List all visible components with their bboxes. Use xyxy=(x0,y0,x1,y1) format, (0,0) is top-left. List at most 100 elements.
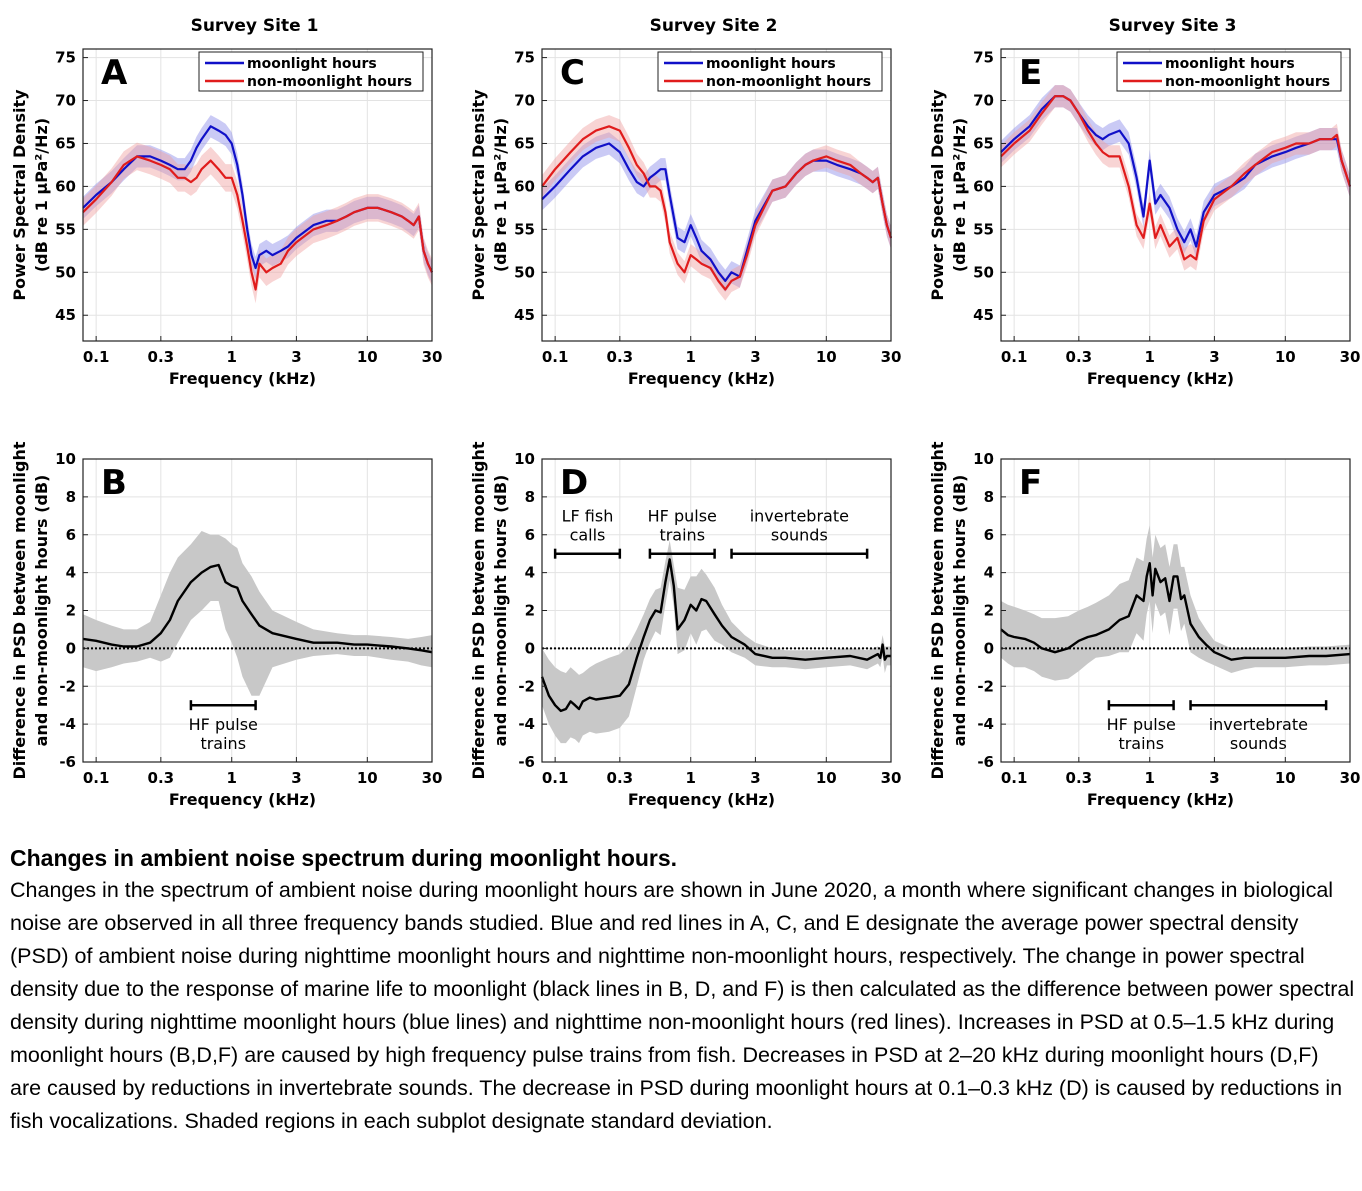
non-moonlight-sd-band xyxy=(542,115,891,301)
x-tick-label: 0.3 xyxy=(607,348,634,366)
y-tick-label: 65 xyxy=(55,134,76,152)
x-axis-label: Frequency (kHz) xyxy=(628,790,775,809)
figure-caption: Changes in ambient noise spectrum during… xyxy=(10,842,1355,1138)
y-tick-label: 50 xyxy=(514,263,535,281)
x-tick-label: 0.1 xyxy=(83,769,110,787)
y-axis-label-line: Power Spectral Density xyxy=(10,89,29,301)
y-axis-label-line: Power Spectral Density xyxy=(928,89,947,301)
x-tick-label: 3 xyxy=(750,769,760,787)
x-axis-label: Frequency (kHz) xyxy=(169,369,316,388)
annotation-label-line: invertebrate xyxy=(1209,715,1308,734)
y-tick-label: 60 xyxy=(514,177,535,195)
band-annotation: HF pulse trains xyxy=(648,507,717,559)
legend-entry: non-moonlight hours xyxy=(1165,74,1330,90)
x-tick-label: 0.1 xyxy=(1001,769,1028,787)
annotation-label-line: LF fish xyxy=(562,507,614,526)
x-tick-label: 10 xyxy=(357,769,378,787)
panel-c: 0.1 0.3 1 3 10 30 45 50 55 60 65 70 75 Frequency (kHz… xyxy=(469,16,901,388)
site-title: Survey Site 2 xyxy=(650,16,778,36)
y-tick-label: 60 xyxy=(55,177,76,195)
y-tick-label: 8 xyxy=(984,488,994,506)
legend-entry: moonlight hours xyxy=(706,56,836,72)
y-tick-label: 65 xyxy=(514,134,535,152)
y-axis-label-line: and non-moonlight hours (dB) xyxy=(950,475,969,747)
x-tick-label: 10 xyxy=(1275,348,1296,366)
panel-label: B xyxy=(101,463,127,503)
y-tick-label: 50 xyxy=(55,263,76,281)
y-tick-label: 55 xyxy=(514,220,535,238)
annotation-label-line: calls xyxy=(570,526,606,545)
band-annotation: invertebrate sounds xyxy=(1189,700,1328,753)
annotation-label-line: sounds xyxy=(771,526,828,545)
plot-frame xyxy=(541,48,892,342)
legend-entry: moonlight hours xyxy=(247,56,377,72)
moonlight-sd-band xyxy=(83,115,432,284)
y-tick-label: 45 xyxy=(973,306,994,324)
y-tick-label: 10 xyxy=(55,450,76,468)
y-tick-label: -2 xyxy=(518,677,535,695)
y-axis-label-line: Difference in PSD between moonlight xyxy=(10,441,29,779)
band-annotation: HF pulse trains xyxy=(189,700,258,753)
legend-box xyxy=(657,51,883,92)
moonlight-line xyxy=(1000,95,1352,248)
annotation-label: invertebrate sounds xyxy=(1209,715,1308,753)
y-tick-label: 6 xyxy=(525,526,535,544)
legend-entry: non-moonlight hours xyxy=(706,74,871,90)
y-tick-label: -6 xyxy=(518,753,535,771)
y-tick-label: 2 xyxy=(984,602,994,620)
y-tick-label: 10 xyxy=(973,450,994,468)
y-tick-label: -2 xyxy=(59,677,76,695)
y-tick-label: -2 xyxy=(977,677,994,695)
legend-box xyxy=(198,51,424,92)
annotation-label: HF pulse trains xyxy=(1107,715,1176,753)
x-tick-label: 3 xyxy=(291,769,301,787)
x-tick-label: 3 xyxy=(1209,769,1219,787)
y-tick-label: 4 xyxy=(984,564,994,582)
x-tick-label: 1 xyxy=(227,348,237,366)
panel-d: 0.1 0.3 1 3 10 30 -6 -4 -2 0 2 4 6 8 10 Frequency (kHz)… xyxy=(469,441,901,809)
y-tick-label: 50 xyxy=(973,263,994,281)
annotation-label: invertebrate sounds xyxy=(750,507,849,545)
caption-body: Changes in the spectrum of ambient noise… xyxy=(10,878,1355,1133)
x-tick-label: 0.1 xyxy=(542,348,569,366)
non-moonlight-line xyxy=(1000,95,1352,261)
x-tick-label: 0.3 xyxy=(607,769,634,787)
y-axis-label-line: Difference in PSD between moonlight xyxy=(469,441,488,779)
x-tick-label: 1 xyxy=(686,348,696,366)
x-tick-label: 30 xyxy=(881,348,902,366)
band-annotation: LF fish calls xyxy=(553,507,622,559)
plot-frame xyxy=(1000,48,1351,342)
site-title: Survey Site 3 xyxy=(1109,16,1237,36)
legend: moonlight hours non-moonlight hours xyxy=(1116,51,1342,92)
y-tick-label: 4 xyxy=(66,564,76,582)
y-tick-label: -4 xyxy=(59,715,76,733)
x-tick-label: 0.3 xyxy=(1066,769,1093,787)
y-tick-label: 8 xyxy=(525,488,535,506)
x-axis-label: Frequency (kHz) xyxy=(1087,369,1234,388)
non-moonlight-line xyxy=(541,125,893,291)
y-axis-label-line: (dB re 1 μPa²/Hz) xyxy=(32,118,51,272)
x-tick-label: 3 xyxy=(291,348,301,366)
y-tick-label: 75 xyxy=(514,49,535,67)
annotation-label: LF fish calls xyxy=(562,507,614,545)
y-tick-label: 70 xyxy=(55,92,76,110)
y-tick-label: -4 xyxy=(518,715,535,733)
y-tick-label: -6 xyxy=(977,753,994,771)
x-tick-label: 1 xyxy=(227,769,237,787)
y-tick-label: 0 xyxy=(984,639,994,657)
x-tick-label: 0.1 xyxy=(83,348,110,366)
y-tick-label: 6 xyxy=(66,526,76,544)
y-axis-label-line: and non-moonlight hours (dB) xyxy=(491,475,510,747)
y-tick-label: 6 xyxy=(984,526,994,544)
annotation-label-line: invertebrate xyxy=(750,507,849,526)
x-tick-label: 10 xyxy=(816,769,837,787)
annotation-label-line: HF pulse xyxy=(189,715,258,734)
x-axis-label: Frequency (kHz) xyxy=(169,790,316,809)
band-annotation: invertebrate sounds xyxy=(730,507,869,559)
y-tick-label: 45 xyxy=(55,306,76,324)
y-tick-label: 8 xyxy=(66,488,76,506)
y-tick-label: 2 xyxy=(66,602,76,620)
annotation-label-line: trains xyxy=(200,734,246,753)
y-tick-label: 75 xyxy=(55,49,76,67)
